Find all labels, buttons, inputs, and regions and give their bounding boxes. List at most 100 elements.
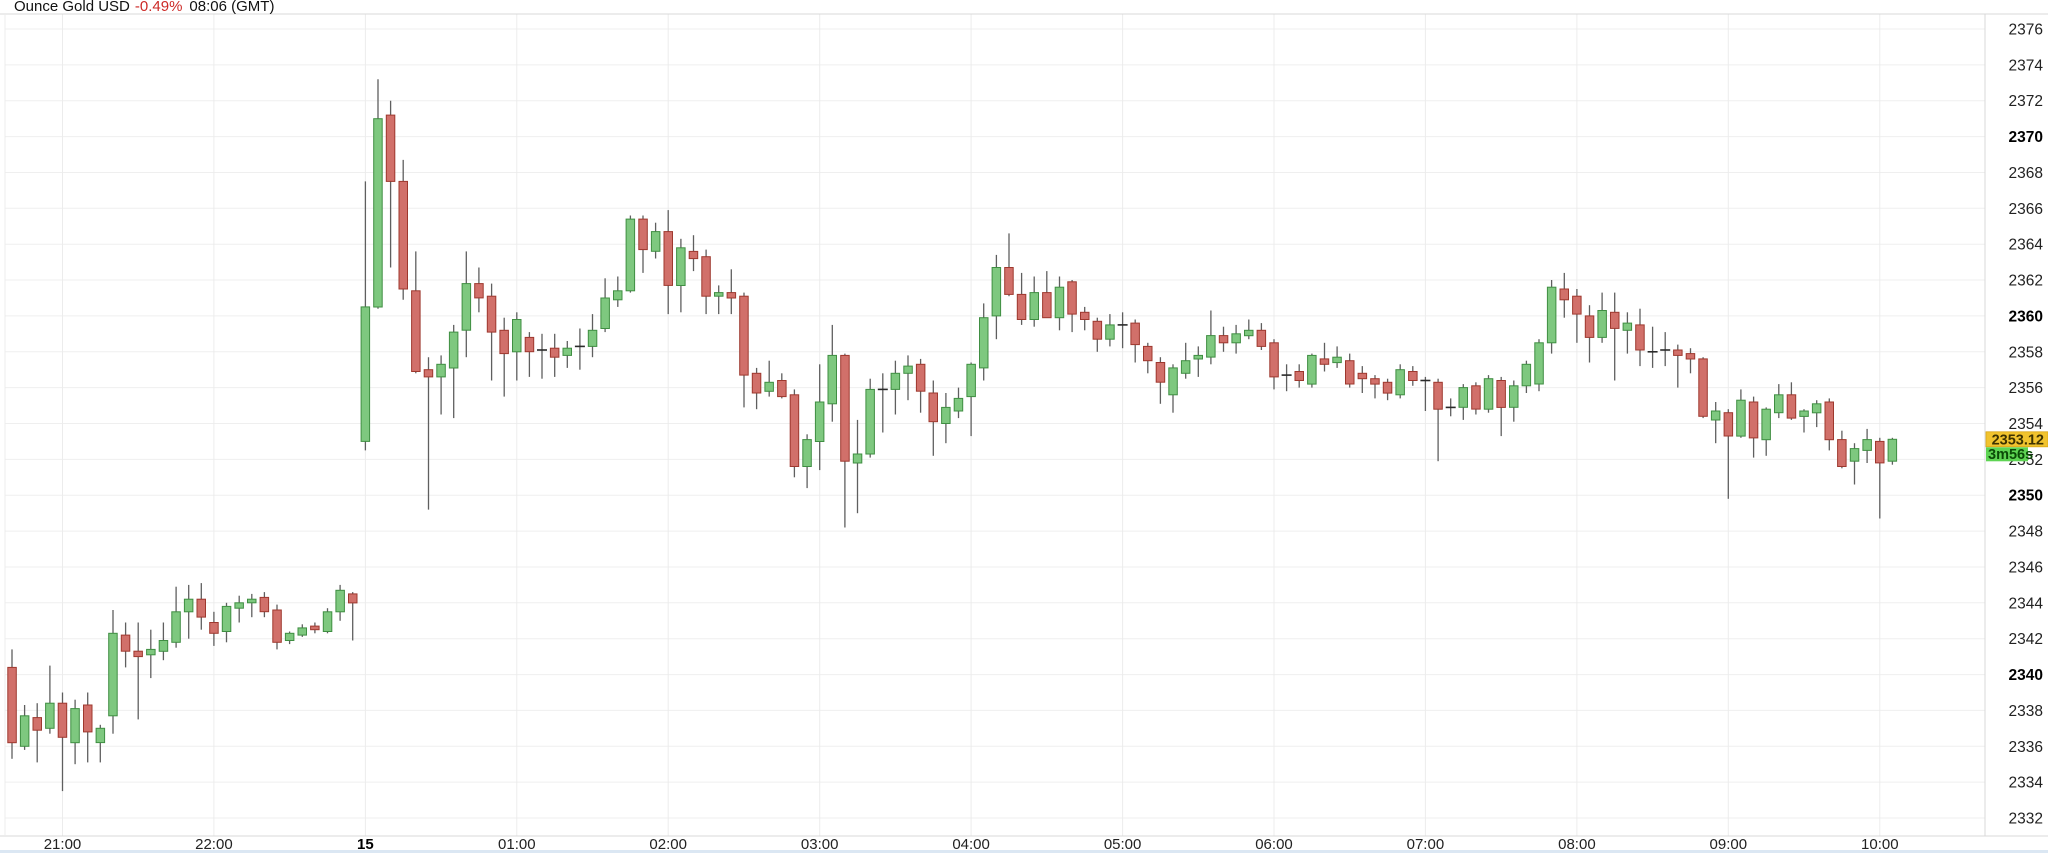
price-tick-2370: 2370 [2009, 129, 2043, 146]
countdown-value: 3m56s [1988, 447, 2033, 463]
price-tick-2344: 2344 [2009, 595, 2044, 612]
quote-time: 08:06 (GMT) [189, 0, 275, 15]
price-tick-2372: 2372 [2009, 93, 2043, 110]
candle-06:30 [1345, 353, 1355, 388]
price-tick-2348: 2348 [2009, 524, 2043, 541]
candle-05:40 [1218, 326, 1229, 352]
window-bottom-edge [0, 850, 2048, 853]
plot-border [0, 13, 2048, 853]
candle-03:40 [915, 358, 926, 413]
candle-06:35 [1357, 366, 1368, 393]
candle-05:15 [1155, 357, 1166, 404]
time-axis[interactable]: 21:00 22:00 15 01:00 02:00 03:00 04:00 05:00 06:… [44, 836, 1899, 853]
candle-06:15 [1307, 353, 1317, 388]
candle-00:55 [499, 317, 509, 397]
price-tick-2340: 2340 [2009, 667, 2043, 684]
chart-title: Ounce Gold USD -0.49% 08:06 (GMT) [14, 0, 274, 14]
candle-07:55 [1559, 272, 1569, 318]
candle-22:20 [259, 592, 270, 618]
candle-02:25 [726, 269, 737, 315]
candle-22:35 [297, 624, 307, 637]
candle-02:05 [676, 238, 686, 313]
candle-06:10 [1294, 364, 1304, 388]
candle-series [7, 79, 1898, 792]
candle-08:20 [1622, 312, 1633, 354]
candle-22:50 [335, 584, 345, 621]
candle-00:35 [448, 324, 459, 419]
candle-02:55 [802, 434, 812, 489]
candle-00:30 [436, 355, 446, 415]
price-tick-2336: 2336 [2009, 739, 2043, 756]
candle-03:50 [941, 393, 951, 444]
candle-20:50 [32, 703, 42, 763]
candle-21:10 [83, 692, 93, 763]
price-axis[interactable]: 2332 2334 2336 2338 2340 2342 2344 2346 2348 2350… [2009, 22, 2044, 828]
candle-01:35 [600, 278, 610, 333]
candle-04:40 [1067, 280, 1077, 333]
candle-06:50 [1395, 364, 1405, 399]
price-tick-2356: 2356 [2009, 380, 2043, 397]
candle-21:35 [146, 629, 156, 679]
candle-09:35 [1811, 400, 1822, 428]
candle-countdown-tag: 3m56s [1986, 447, 2033, 463]
candle-00:50 [486, 283, 497, 381]
candle-08:05 [1584, 305, 1595, 363]
candle-01:15 [549, 333, 560, 377]
candle-09:20 [1774, 384, 1784, 419]
candle-08:30 [1647, 326, 1658, 368]
price-tick-2350: 2350 [2009, 488, 2043, 505]
time-tick-01:00: 01:00 [498, 836, 536, 853]
price-tick-2364: 2364 [2009, 237, 2044, 254]
candle-03:05 [827, 324, 837, 422]
candle-08:55 [1710, 402, 1721, 444]
time-tick-03:00: 03:00 [801, 836, 839, 853]
candle-09:10 [1748, 396, 1759, 458]
candle-07:15 [1458, 384, 1468, 420]
candle-22:25 [272, 604, 282, 650]
time-tick-15: 15 [357, 836, 374, 853]
price-tick-2368: 2368 [2009, 165, 2043, 182]
candle-08:40 [1673, 344, 1683, 388]
candle-05:10 [1143, 342, 1153, 374]
candle-04:10 [991, 254, 1002, 340]
candle-04:45 [1080, 306, 1090, 331]
price-tick-2332: 2332 [2009, 811, 2043, 828]
candle-21:25 [120, 622, 131, 668]
candle-20:45 [19, 705, 30, 750]
candle-01:40 [613, 276, 623, 307]
candle-06:05 [1281, 364, 1292, 392]
candle-07:50 [1546, 280, 1557, 354]
price-tick-2360: 2360 [2009, 308, 2043, 325]
time-tick-21:00: 21:00 [44, 836, 82, 853]
candle-07:35 [1509, 380, 1519, 422]
candle-07:00 [1420, 376, 1431, 411]
candle-02:20 [714, 285, 724, 315]
candle-02:10 [688, 235, 699, 272]
instrument-name: Ounce Gold USD [14, 0, 130, 15]
candle-02:00 [663, 210, 673, 315]
candle-01:55 [650, 222, 661, 259]
candle-06:25 [1332, 346, 1342, 368]
candle-07:25 [1483, 375, 1494, 413]
candle-22:10 [234, 595, 244, 623]
candle-22:55 [348, 592, 358, 641]
price-tick-2362: 2362 [2009, 273, 2043, 290]
plot-grid [5, 14, 1985, 836]
candle-08:15 [1610, 292, 1620, 381]
candle-03:10 [840, 353, 850, 528]
candle-03:25 [877, 373, 888, 433]
candle-09:50 [1849, 443, 1860, 485]
candle-04:55 [1105, 314, 1115, 347]
candle-05:20 [1168, 364, 1178, 413]
candle-21:20 [108, 610, 118, 734]
candle-09:45 [1837, 430, 1847, 469]
candle-04:50 [1092, 317, 1103, 352]
candle-08:25 [1635, 308, 1645, 367]
candle-03:15 [852, 419, 863, 514]
time-tick-04:00: 04:00 [952, 836, 990, 853]
candle-21:40 [158, 622, 169, 661]
candle-00:05 [373, 79, 383, 309]
candle-09:00 [1723, 409, 1734, 499]
time-tick-07:00: 07:00 [1407, 836, 1445, 853]
